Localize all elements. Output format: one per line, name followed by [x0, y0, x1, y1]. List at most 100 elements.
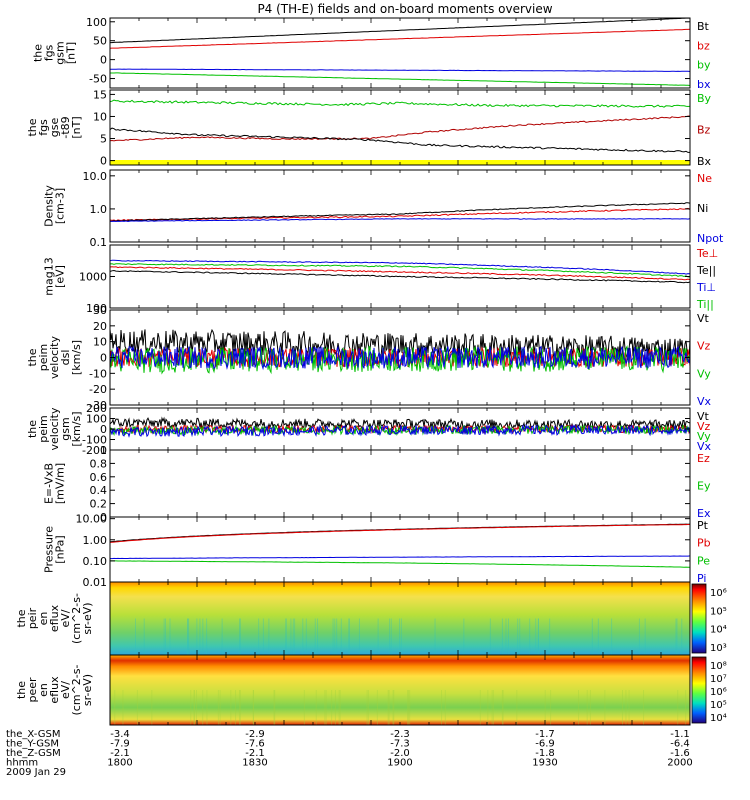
legend-bz: bz [697, 39, 710, 52]
x-axis-value: 1830 [242, 758, 267, 769]
y-axis-label: sr-eV) [81, 602, 94, 634]
colorbar-tick-label: 10⁵ [710, 700, 727, 711]
y-tick-label: 0 [100, 54, 107, 67]
y-axis-label: [nPa] [54, 535, 67, 563]
y-axis-label: [cm-3] [54, 188, 67, 224]
panel-9: 10⁶ 10⁵ 10⁴ 10³ thepeirenefluxeV/(cm^2-s-sr-… [15, 581, 727, 656]
legend-Ni: Ni [697, 202, 708, 215]
legend-Vy: Vy [697, 367, 711, 380]
y-tick-label: 1 [100, 444, 107, 457]
y-tick-label: 100 [86, 302, 107, 315]
y-tick-label: 0 [100, 511, 107, 524]
y-tick-label: 0.10 [83, 555, 108, 568]
series-Pi [109, 555, 691, 560]
y-tick-label: 0 [100, 423, 107, 436]
x-axis-value: -2.1 [110, 748, 130, 759]
colorbar-tick-label: 10⁴ [710, 625, 727, 636]
colorbar-tick-label: 10⁶ [710, 687, 727, 698]
series-Ti⊥ [109, 259, 691, 275]
series-Npot [109, 218, 691, 223]
legend-Vx: Vx [697, 440, 712, 453]
y-axis-label: peer [26, 677, 39, 703]
y-tick-label: 15 [93, 88, 107, 101]
y-tick-label: 20 [93, 320, 107, 333]
panel-frame [109, 17, 691, 89]
y-axis-label: eV/ [59, 609, 72, 627]
colorbar-tick-label: 10⁴ [710, 713, 727, 724]
y-axis-label: the [26, 348, 39, 366]
panel-3: 10.0 1.0 0.1 Ne Ni Npot Density[cm-3] [43, 169, 724, 249]
x-axis-value: -3.4 [110, 729, 130, 740]
y-tick-label: 0.01 [83, 576, 108, 589]
series-Bz [109, 115, 691, 142]
legend-Pe: Pe [697, 554, 710, 567]
panel-frame [109, 449, 691, 518]
y-axis-label: peim [37, 415, 50, 443]
y-axis-label: the [32, 44, 45, 62]
x-axis-value: 1900 [387, 758, 412, 769]
y-axis-label: gsm [54, 41, 67, 64]
y-tick-label: 0.2 [90, 498, 108, 511]
y-tick-label: 30 [93, 304, 107, 317]
y-tick-label: 200 [86, 402, 107, 415]
y-axis-label: (cm^2-s- [70, 665, 83, 716]
y-axis-label: fgs [43, 44, 56, 61]
x-axis-value: -7.3 [390, 739, 410, 750]
y-tick-label: 50 [93, 35, 107, 48]
series-by [110, 72, 691, 86]
y-tick-label: 0.6 [90, 471, 108, 484]
x-axis-value: -2.1 [245, 748, 265, 759]
x-axis-value: 2000 [667, 758, 692, 769]
spectrogram-2 [110, 655, 690, 725]
y-axis-label: peir [26, 607, 39, 629]
series-bx [110, 68, 691, 72]
series-Bx [109, 127, 690, 153]
legend-Bx: Bx [697, 155, 712, 168]
legend-Ti⊥: Ti⊥ [696, 281, 716, 294]
series-Ti|| [109, 263, 690, 278]
colorbar-tick-label: 10³ [710, 643, 727, 654]
series-Te⊥ [109, 266, 691, 281]
legend-Vx: Vx [697, 395, 712, 408]
colorbar [691, 656, 707, 724]
y-axis-label: fgs [37, 119, 50, 136]
series-Ne [109, 207, 691, 222]
y-axis-label: [km/s] [70, 411, 83, 446]
legend-Vt: Vt [697, 410, 710, 423]
x-axis-value: -2.3 [390, 729, 410, 740]
y-axis-label: peim [37, 344, 50, 372]
series-Vx [109, 345, 691, 371]
series-Ni [110, 202, 691, 222]
y-axis-label: velocity [48, 407, 61, 450]
y-axis-label: eflux [48, 604, 61, 632]
y-axis-label: [km/s] [70, 340, 83, 375]
legend-Ez: Ez [697, 452, 710, 465]
legend-Bt: Bt [697, 20, 710, 33]
x-axis-row-label: hhmm [6, 758, 38, 769]
colorbar-tick-label: 10⁶ [710, 588, 727, 599]
y-tick-label: 100 [86, 16, 107, 29]
legend-By: By [697, 92, 712, 105]
y-tick-label: 1000 [79, 271, 107, 284]
panel-4: 1000 100 Te⊥ Te|| Ti⊥ Ti|| mag13[eV] [43, 244, 718, 315]
spectrogram-1 [110, 582, 690, 655]
series-bz [109, 28, 691, 49]
colorbar-tick-label: 10⁵ [710, 606, 727, 617]
y-tick-label: 10 [93, 336, 107, 349]
legend-Pt: Pt [697, 519, 709, 532]
y-tick-label: 0 [100, 155, 107, 168]
x-axis-value: -7.6 [245, 739, 265, 750]
y-tick-label: 1.0 [90, 203, 108, 216]
y-tick-label: 5 [100, 133, 107, 146]
x-axis-value: 1930 [532, 758, 557, 769]
colorbar-tick-label: 10⁸ [710, 661, 727, 672]
y-axis-label: gsm [59, 417, 72, 440]
x-axis-value: -2.0 [390, 748, 410, 759]
figure-title: P4 (TH-E) fields and on-board moments ov… [257, 2, 553, 16]
y-tick-label: 100 [86, 413, 107, 426]
panel-frame [109, 516, 691, 583]
x-axis-value: -1.7 [535, 729, 555, 740]
